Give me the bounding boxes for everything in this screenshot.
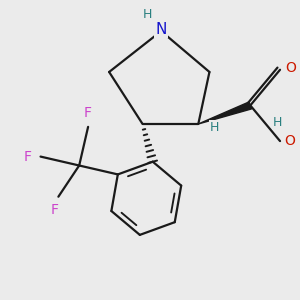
Polygon shape bbox=[198, 102, 252, 124]
Text: F: F bbox=[23, 150, 31, 164]
Text: O: O bbox=[286, 61, 297, 75]
Text: O: O bbox=[284, 134, 295, 148]
Text: F: F bbox=[51, 203, 59, 217]
Text: N: N bbox=[155, 22, 167, 37]
Text: H: H bbox=[210, 121, 219, 134]
Text: H: H bbox=[273, 116, 283, 129]
Text: F: F bbox=[84, 106, 92, 121]
Text: H: H bbox=[143, 8, 152, 21]
